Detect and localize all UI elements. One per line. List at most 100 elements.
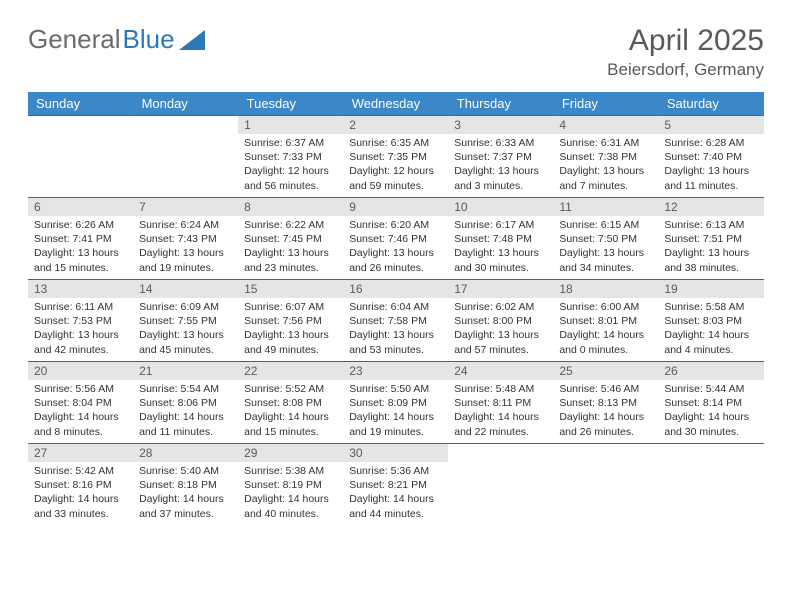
sunset-line: Sunset: 7:35 PM [349,150,442,164]
sunrise-line: Sunrise: 6:00 AM [559,300,652,314]
day-details: Sunrise: 6:11 AMSunset: 7:53 PMDaylight:… [28,298,133,361]
calendar-cell [28,116,133,198]
sunrise-line: Sunrise: 6:13 AM [664,218,757,232]
day-details: Sunrise: 6:24 AMSunset: 7:43 PMDaylight:… [133,216,238,279]
daylight-line: Daylight: 14 hours and 30 minutes. [664,410,757,438]
calendar-cell: 12Sunrise: 6:13 AMSunset: 7:51 PMDayligh… [658,198,763,280]
day-details: Sunrise: 5:38 AMSunset: 8:19 PMDaylight:… [238,462,343,525]
daylight-line: Daylight: 12 hours and 59 minutes. [349,164,442,192]
day-number: 13 [28,280,133,298]
sunset-line: Sunset: 8:01 PM [559,314,652,328]
day-details: Sunrise: 5:40 AMSunset: 8:18 PMDaylight:… [133,462,238,525]
sunrise-line: Sunrise: 5:50 AM [349,382,442,396]
day-number: 9 [343,198,448,216]
day-number: 17 [448,280,553,298]
daylight-line: Daylight: 14 hours and 19 minutes. [349,410,442,438]
sunrise-line: Sunrise: 5:46 AM [559,382,652,396]
daylight-line: Daylight: 12 hours and 56 minutes. [244,164,337,192]
daylight-line: Daylight: 13 hours and 3 minutes. [454,164,547,192]
sunrise-line: Sunrise: 6:33 AM [454,136,547,150]
daylight-line: Daylight: 13 hours and 26 minutes. [349,246,442,274]
calendar-cell: 19Sunrise: 5:58 AMSunset: 8:03 PMDayligh… [658,280,763,362]
sunrise-line: Sunrise: 6:37 AM [244,136,337,150]
day-details: Sunrise: 6:04 AMSunset: 7:58 PMDaylight:… [343,298,448,361]
sunset-line: Sunset: 7:41 PM [34,232,127,246]
month-title: April 2025 [607,24,764,58]
calendar-cell: 29Sunrise: 5:38 AMSunset: 8:19 PMDayligh… [238,444,343,526]
weekday-header: Monday [133,92,238,116]
calendar-cell: 26Sunrise: 5:44 AMSunset: 8:14 PMDayligh… [658,362,763,444]
weekday-header: Friday [553,92,658,116]
logo-text-grey: General [28,24,121,55]
day-details: Sunrise: 5:36 AMSunset: 8:21 PMDaylight:… [343,462,448,525]
daylight-line: Daylight: 13 hours and 19 minutes. [139,246,232,274]
sunrise-line: Sunrise: 5:56 AM [34,382,127,396]
sunrise-line: Sunrise: 5:44 AM [664,382,757,396]
weekday-header: Tuesday [238,92,343,116]
calendar-cell: 23Sunrise: 5:50 AMSunset: 8:09 PMDayligh… [343,362,448,444]
calendar-week-row: 13Sunrise: 6:11 AMSunset: 7:53 PMDayligh… [28,280,764,362]
weekday-header: Thursday [448,92,553,116]
daylight-line: Daylight: 13 hours and 15 minutes. [34,246,127,274]
day-details: Sunrise: 6:02 AMSunset: 8:00 PMDaylight:… [448,298,553,361]
day-number: 27 [28,444,133,462]
day-number: 3 [448,116,553,134]
daylight-line: Daylight: 14 hours and 11 minutes. [139,410,232,438]
daylight-line: Daylight: 13 hours and 34 minutes. [559,246,652,274]
day-details: Sunrise: 6:09 AMSunset: 7:55 PMDaylight:… [133,298,238,361]
daylight-line: Daylight: 13 hours and 49 minutes. [244,328,337,356]
calendar-cell: 13Sunrise: 6:11 AMSunset: 7:53 PMDayligh… [28,280,133,362]
day-number: 8 [238,198,343,216]
day-details: Sunrise: 6:22 AMSunset: 7:45 PMDaylight:… [238,216,343,279]
sunset-line: Sunset: 7:37 PM [454,150,547,164]
day-details: Sunrise: 6:35 AMSunset: 7:35 PMDaylight:… [343,134,448,197]
day-details: Sunrise: 5:50 AMSunset: 8:09 PMDaylight:… [343,380,448,443]
sunset-line: Sunset: 8:18 PM [139,478,232,492]
day-details: Sunrise: 6:07 AMSunset: 7:56 PMDaylight:… [238,298,343,361]
sunset-line: Sunset: 8:16 PM [34,478,127,492]
day-details: Sunrise: 5:44 AMSunset: 8:14 PMDaylight:… [658,380,763,443]
sunset-line: Sunset: 7:45 PM [244,232,337,246]
sunrise-line: Sunrise: 5:36 AM [349,464,442,478]
calendar-cell: 4Sunrise: 6:31 AMSunset: 7:38 PMDaylight… [553,116,658,198]
daylight-line: Daylight: 14 hours and 33 minutes. [34,492,127,520]
weekday-header: Sunday [28,92,133,116]
sunrise-line: Sunrise: 5:40 AM [139,464,232,478]
sunrise-line: Sunrise: 6:07 AM [244,300,337,314]
calendar-cell: 24Sunrise: 5:48 AMSunset: 8:11 PMDayligh… [448,362,553,444]
sunset-line: Sunset: 8:04 PM [34,396,127,410]
day-details: Sunrise: 6:15 AMSunset: 7:50 PMDaylight:… [553,216,658,279]
sunrise-line: Sunrise: 6:26 AM [34,218,127,232]
day-number: 7 [133,198,238,216]
sunrise-line: Sunrise: 6:20 AM [349,218,442,232]
calendar-cell: 3 Sunrise: 6:33 AMSunset: 7:37 PMDaylight… [448,116,553,198]
day-details: Sunrise: 6:13 AMSunset: 7:51 PMDaylight:… [658,216,763,279]
logo: GeneralBlue [28,24,205,55]
logo-triangle-icon [179,30,205,50]
calendar-cell: 16Sunrise: 6:04 AMSunset: 7:58 PMDayligh… [343,280,448,362]
sunrise-line: Sunrise: 6:35 AM [349,136,442,150]
sunset-line: Sunset: 7:43 PM [139,232,232,246]
header: GeneralBlue April 2025 Beiersdorf, Germa… [28,24,764,80]
daylight-line: Daylight: 13 hours and 7 minutes. [559,164,652,192]
sunset-line: Sunset: 7:46 PM [349,232,442,246]
day-number: 21 [133,362,238,380]
day-number: 1 [238,116,343,134]
sunset-line: Sunset: 8:00 PM [454,314,547,328]
day-details: Sunrise: 5:54 AMSunset: 8:06 PMDaylight:… [133,380,238,443]
sunset-line: Sunset: 8:08 PM [244,396,337,410]
logo-text-blue: Blue [123,24,175,55]
location: Beiersdorf, Germany [607,60,764,80]
daylight-line: Daylight: 13 hours and 11 minutes. [664,164,757,192]
daylight-line: Daylight: 14 hours and 44 minutes. [349,492,442,520]
day-details: Sunrise: 6:20 AMSunset: 7:46 PMDaylight:… [343,216,448,279]
day-number: 12 [658,198,763,216]
daylight-line: Daylight: 13 hours and 53 minutes. [349,328,442,356]
sunrise-line: Sunrise: 6:15 AM [559,218,652,232]
day-number: 18 [553,280,658,298]
sunset-line: Sunset: 8:19 PM [244,478,337,492]
day-details: Sunrise: 6:26 AMSunset: 7:41 PMDaylight:… [28,216,133,279]
calendar-cell: 11Sunrise: 6:15 AMSunset: 7:50 PMDayligh… [553,198,658,280]
day-number: 19 [658,280,763,298]
sunset-line: Sunset: 8:06 PM [139,396,232,410]
